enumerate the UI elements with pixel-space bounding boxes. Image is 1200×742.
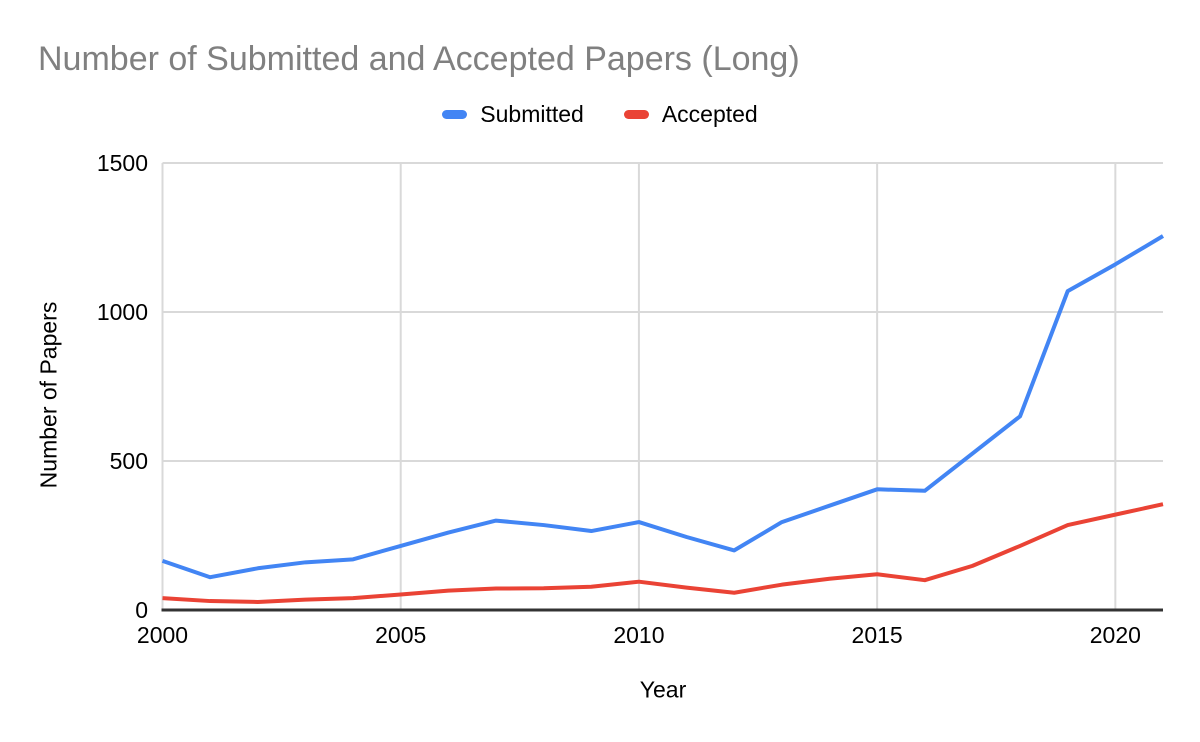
y-axis-title: Number of Papers (35, 301, 62, 489)
x-tick-label: 2015 (852, 622, 903, 648)
legend-swatch-accepted-icon (623, 110, 649, 119)
x-tick-label: 2000 (137, 622, 188, 648)
legend-label-submitted: Submitted (480, 101, 584, 127)
legend-label-accepted: Accepted (661, 101, 758, 127)
chart-title: Number of Submitted and Accepted Papers … (38, 40, 800, 78)
legend-swatch-submitted-icon (442, 110, 468, 119)
x-axis-title: Year (639, 676, 687, 703)
legend: Submitted Accepted (0, 101, 1200, 128)
legend-item-accepted: Accepted (623, 101, 758, 128)
y-tick-label: 1500 (97, 150, 148, 176)
x-tick-label: 2020 (1090, 622, 1141, 648)
y-tick-label: 0 (135, 597, 148, 623)
series-line-accepted (162, 502, 1164, 604)
y-tick-label: 1000 (97, 299, 148, 325)
legend-item-submitted: Submitted (442, 101, 584, 128)
series-line-submitted (161, 234, 1165, 580)
y-tick-label: 500 (110, 448, 148, 474)
x-tick-label: 2010 (613, 622, 664, 648)
x-tick-label: 2005 (375, 622, 426, 648)
